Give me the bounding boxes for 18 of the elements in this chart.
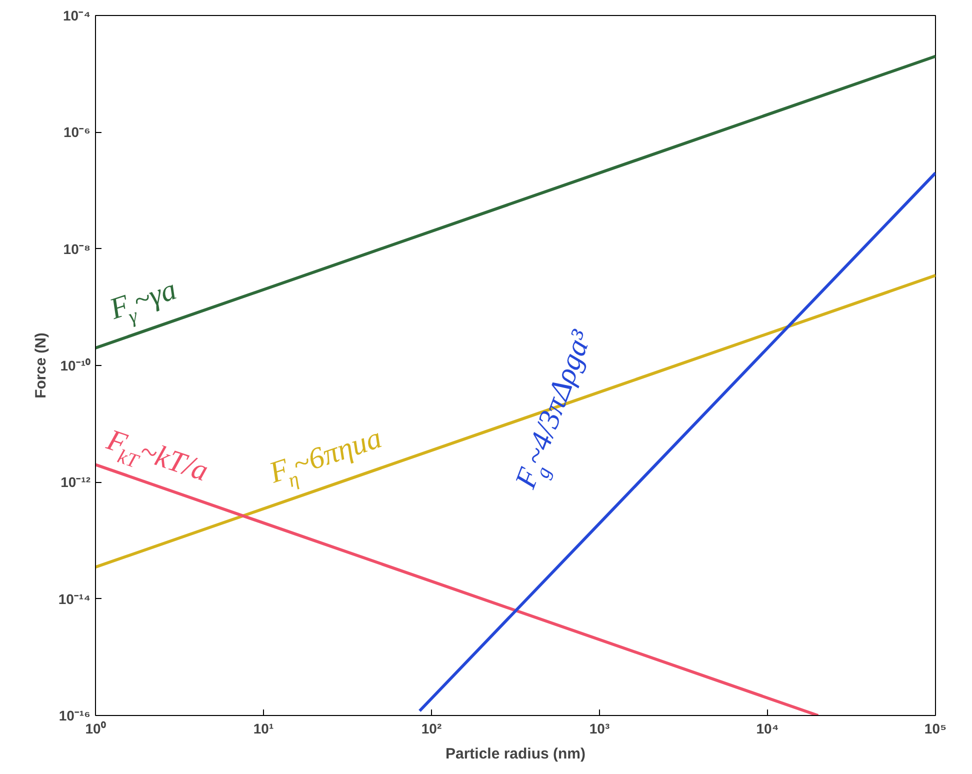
x-tick-label: 10⁰ bbox=[85, 720, 106, 736]
y-tick-label: 10⁻¹⁰ bbox=[60, 358, 90, 374]
x-tick-label: 10³ bbox=[589, 720, 610, 736]
y-tick-label: 10⁻¹² bbox=[60, 474, 91, 490]
text: FkT~kT/a bbox=[102, 422, 212, 488]
x-axis-title: Particle radius (nm) bbox=[445, 746, 586, 762]
y-tick-label: 10⁻⁴ bbox=[63, 8, 91, 24]
x-tick-label: 10⁴ bbox=[756, 720, 779, 736]
y-tick-label: 10⁻¹⁴ bbox=[58, 590, 91, 607]
text: Fη~6πηua bbox=[264, 421, 386, 492]
y-tick-label: 10⁻⁸ bbox=[63, 240, 91, 257]
text: Fγ~γa bbox=[104, 272, 180, 328]
y-tick-label: 10⁻¹⁶ bbox=[58, 708, 91, 724]
x-tick-label: 10¹ bbox=[253, 720, 274, 736]
y-axis-title: Force (N) bbox=[32, 332, 50, 398]
x-tick-label: 10² bbox=[421, 720, 442, 736]
y-tick-label: 10⁻⁶ bbox=[63, 124, 91, 140]
x-tick-label: 10⁵ bbox=[924, 720, 947, 736]
